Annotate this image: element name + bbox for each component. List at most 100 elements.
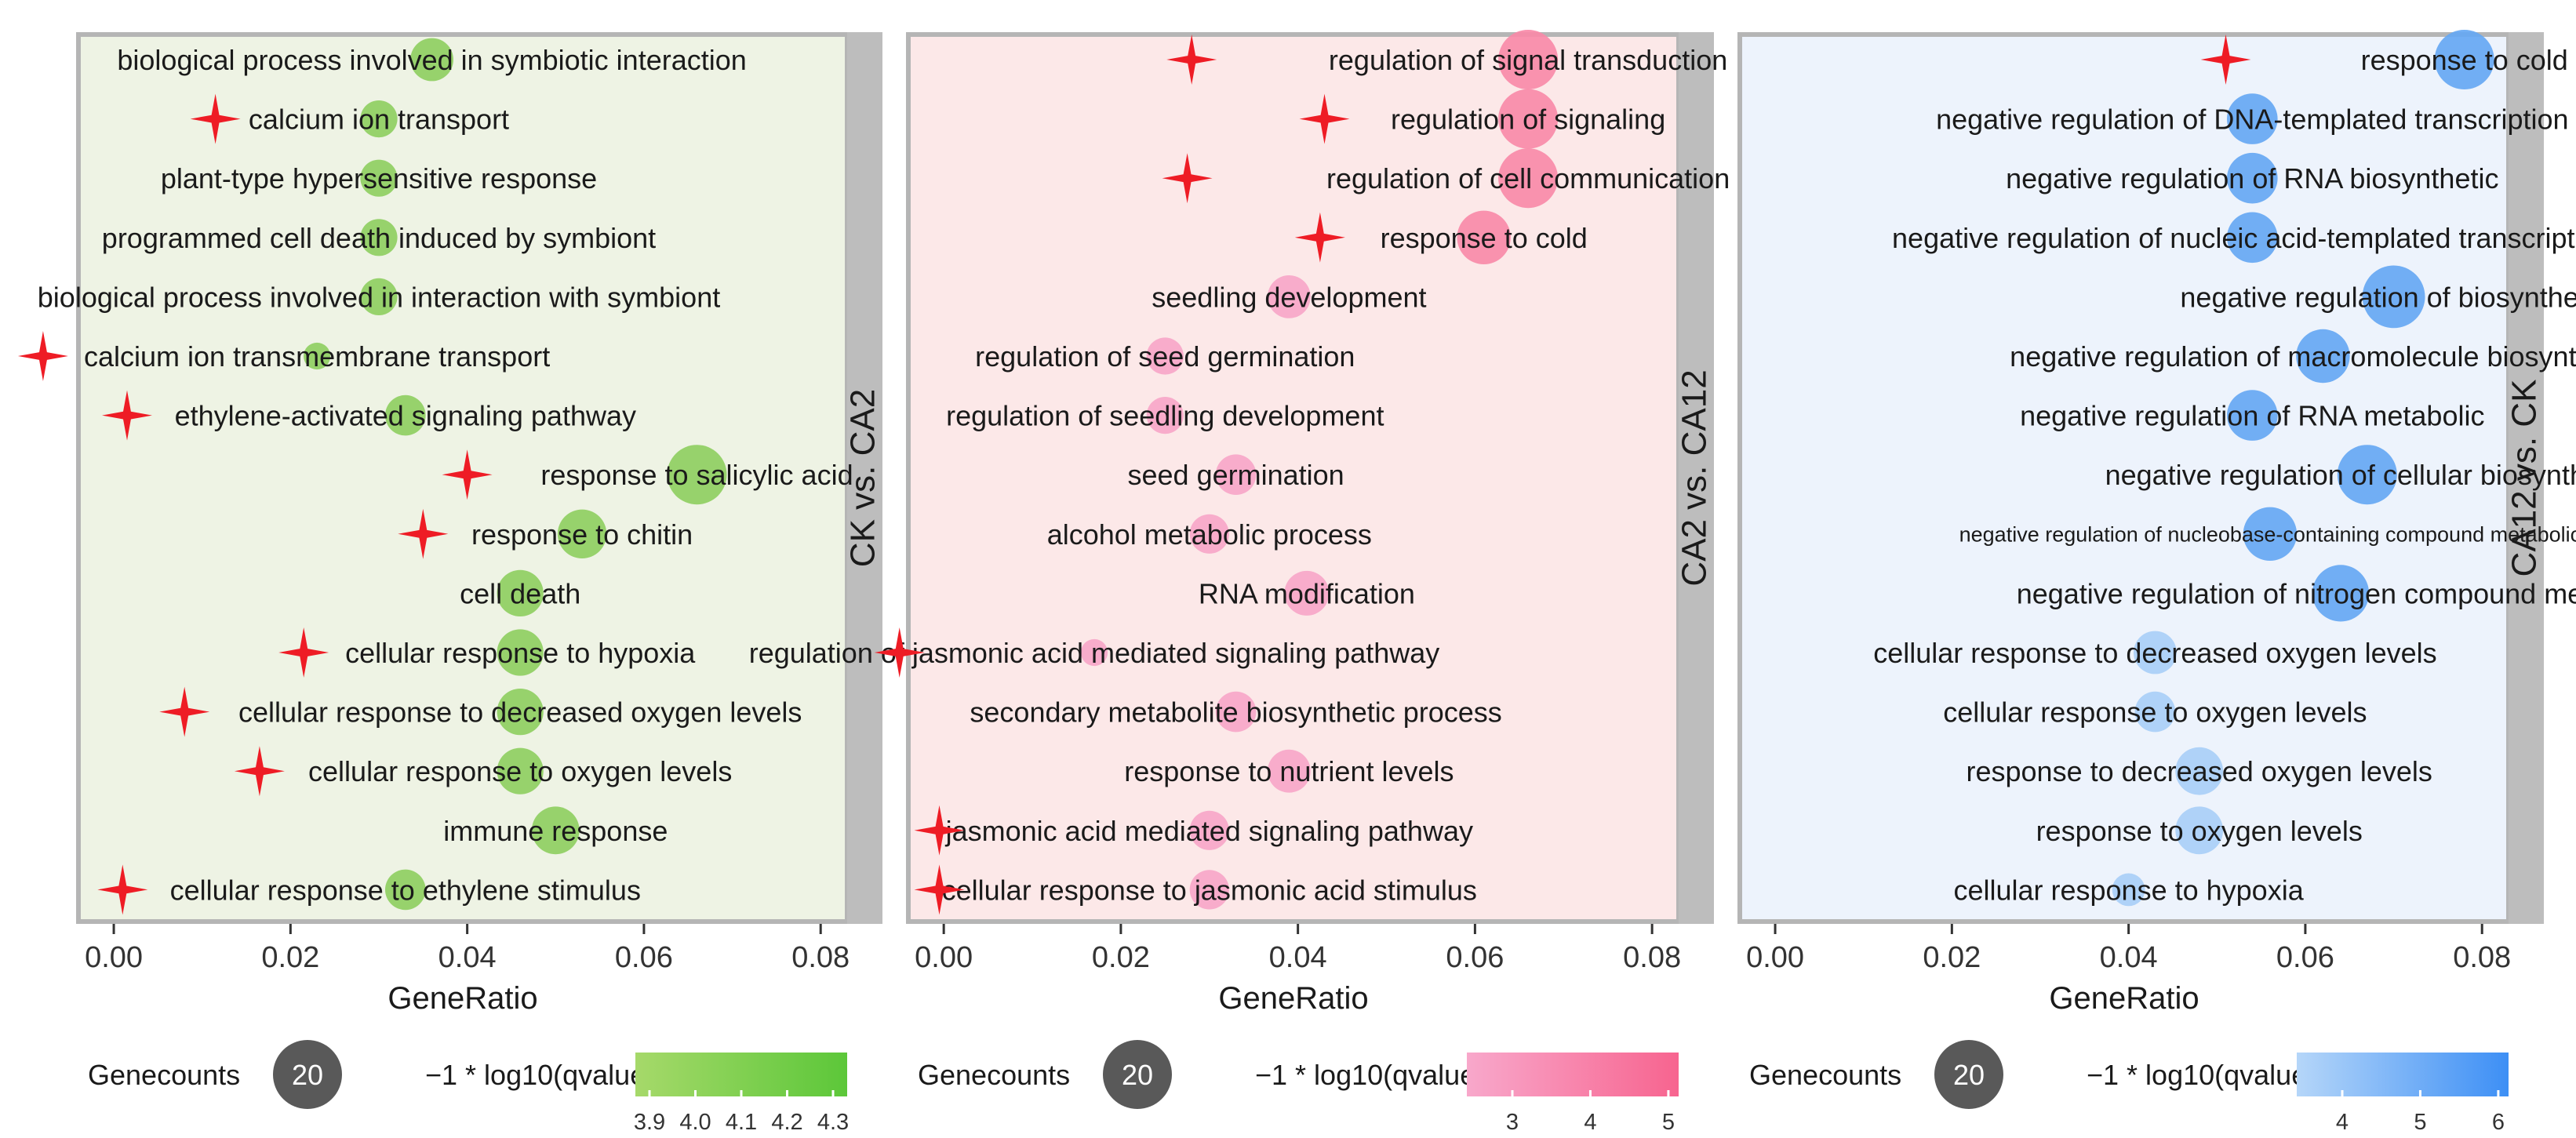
bubble-point [2175,806,2224,855]
facet-strip [2509,32,2544,924]
facet-panel-3: CA12 vs. CK response to cold negative regu… [1737,30,2576,1135]
x-tick-label: 0.02 [1092,941,1150,974]
term-label: negative regulation of RNA metabolic [2020,400,2484,432]
bubble-point [2175,747,2224,795]
significance-star-icon [97,864,148,915]
term-label: response to decreased oxygen levels [1967,755,2432,787]
term-label: cellular response to decreased oxygen le… [1873,637,2436,669]
term-label: regulation of seed germination [975,340,1355,373]
bubble-point [1457,210,1511,264]
bubble-point [360,100,398,138]
significance-star-icon [278,627,329,678]
term-label: negative regulation of DNA-templated tra… [1936,104,2568,136]
color-legend-tick-label: 4.2 [771,1110,802,1135]
term-label: cellular response to decreased oxygen le… [238,696,802,729]
term-label: cellular response to ethylene stimulus [170,874,641,906]
x-tick-label: 0.06 [2276,941,2334,974]
bubble-point [360,159,398,197]
bubble-point [1284,570,1330,616]
x-tick-label: 0.00 [85,941,143,974]
significance-star-icon [234,746,285,797]
term-label: cellular response to jasmonic acid stimu… [942,874,1477,906]
term-label: negative regulation of nitrogen compound… [2017,577,2576,609]
bubble-point [2296,329,2350,384]
term-label: response to oxygen levels [2036,815,2363,847]
x-tick-label: 0.02 [261,941,319,974]
term-label: negative regulation of RNA biosynthetic [2006,162,2498,195]
term-label: response to chitin [471,518,693,551]
bubble-point [1215,691,1257,733]
bubble-point [2312,565,2370,622]
significance-star-icon [914,805,965,856]
term-label: immune response [443,815,668,847]
term-label: negative regulation of nucleobase-contai… [1959,523,2576,547]
color-legend-tick-label: 6 [2492,1110,2505,1135]
color-legend-bar [1467,1053,1679,1096]
term-label: regulation of signaling [1391,104,1665,136]
term-label: regulation of jasmonic acid mediated sig… [749,637,1440,669]
color-legend-tick-label: 4.1 [726,1110,757,1135]
size-legend-circle [1103,1040,1172,1109]
bubble-point [1189,810,1229,850]
term-label: response to salicylic acid [540,459,853,491]
size-legend-circle [1934,1040,2003,1109]
bubble-point [2227,93,2278,144]
bubble-point [1146,396,1184,434]
x-tick-label: 0.08 [1623,941,1681,974]
bubble-point [1215,454,1257,495]
color-legend-bar [2297,1053,2509,1096]
term-label: regulation of seedling development [946,400,1384,432]
bubble-point [2243,507,2298,561]
bubble-point [1189,514,1229,554]
significance-star-icon [442,449,493,500]
bubble-point [2362,265,2425,329]
term-label: cellular response to oxygen levels [1943,696,2367,729]
x-tick-label: 0.08 [2453,941,2511,974]
significance-star-icon [1162,153,1213,204]
term-label: ethylene-activated signaling pathway [175,400,636,432]
bubble-point [360,219,398,256]
size-legend-title: Genecounts [88,1059,240,1091]
facet-strip [847,32,882,924]
term-label: secondary metabolite biosynthetic proces… [970,696,1501,729]
bubble-point [1080,638,1108,667]
x-tick-label: 0.00 [915,941,973,974]
x-tick-label: 0.00 [1746,941,1804,974]
significance-star-icon [1299,93,1350,144]
significance-star-icon [914,864,965,915]
color-legend-title: −1 * log10(qvalue) [2087,1059,2316,1091]
significance-star-icon [874,627,925,678]
significance-star-icon [398,508,449,559]
x-tick-label: 0.06 [615,941,673,974]
color-legend-title: −1 * log10(qvalue) [425,1059,655,1091]
bubble-point [2134,691,2176,733]
significance-star-icon [159,686,210,737]
x-tick-label: 0.04 [2100,941,2158,974]
color-legend-tick-label: 3.9 [634,1110,665,1135]
bubble-point [1268,749,1311,793]
facet-label: CK vs. CA2 [844,389,882,567]
x-tick-label: 0.08 [791,941,850,974]
significance-star-icon [102,390,152,441]
bubble-point [2227,212,2278,264]
term-label: cellular response to hypoxia [1953,874,2304,906]
term-label: seed germination [1128,459,1344,491]
term-label: biological process involved in symbiotic… [117,44,746,76]
color-legend-tick-label: 5 [1662,1110,1675,1135]
size-legend-value: 20 [292,1059,323,1091]
bubble-point [2134,631,2177,674]
term-label: cellular response to hypoxia [345,637,696,669]
x-tick-label: 0.04 [1269,941,1327,974]
x-tick-label: 0.02 [1923,941,1981,974]
significance-star-icon [17,331,68,381]
term-label: negative regulation of biosynthetic [2180,281,2576,313]
bubble-point [1189,870,1229,910]
term-label: negative regulation of cellular biosynth… [2105,459,2576,491]
term-label: calcium ion transport [249,104,509,136]
x-axis-title: GeneRatio [1218,981,1368,1016]
term-label: seedling development [1152,281,1426,313]
bubble-point [2337,445,2397,505]
term-label: negative regulation of macromolecule bio… [2010,340,2576,373]
color-legend-tick-label: 4 [2336,1110,2349,1135]
